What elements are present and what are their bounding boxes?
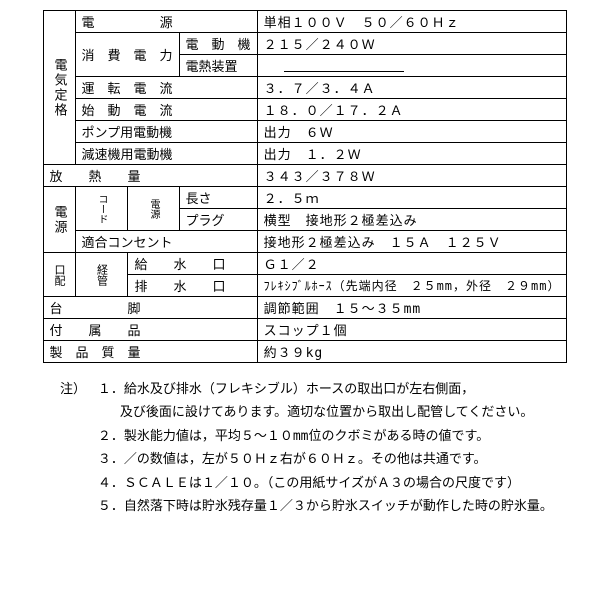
note-3: ３．／の数値は，左が５０Ｈｚ右が６０Ｈｚ。その他は共通です。 (98, 448, 553, 471)
note-2: ２．製氷能力値は，平均５～１０mm位のクボミがある時の値です。 (98, 425, 553, 448)
cell-pipe-b: 経管 (75, 253, 128, 297)
cell-heater-label: 電熱装置 (179, 55, 257, 77)
cell-motor-val: ２１５／２４０Ｗ (257, 33, 567, 55)
cell-reducer-motor-val: 出力 １．２Ｗ (257, 143, 567, 165)
cell-water-in-val: Ｇ１／２ (257, 253, 567, 275)
cell-drain-label: 排 水 口 (128, 275, 257, 297)
cell-cord-a: コード (75, 187, 128, 231)
note-1b: 及び後面に設けてあります。適切な位置から取出し配管してください。 (120, 401, 553, 424)
cell-power-source-val: 単相１００Ｖ ５０／６０Ｈｚ (257, 11, 567, 33)
cell-outlet-val: 接地形２極差込み １５Ａ １２５Ｖ (257, 231, 567, 253)
cell-plug-val: 横型 接地形２極差込み (257, 209, 567, 231)
cell-accessory-val: スコップ１個 (257, 319, 567, 341)
cell-weight-val: 約３９kg (257, 341, 567, 363)
note-1a: １．給水及び排水（フレキシブル）ホースの取出口が左右側面， (98, 378, 553, 401)
cell-start-current-label: 始 動 電 流 (75, 99, 257, 121)
cell-length-label: 長さ (179, 187, 257, 209)
cell-power-source-label: 電 源 (75, 11, 257, 33)
note-4: ４．ＳＣＡＬＥは１／１０。（この用紙サイズがＡ３の場合の尺度です） (98, 472, 553, 495)
cell-outlet-label: 適合コンセント (75, 231, 257, 253)
cell-run-current-label: 運 転 電 流 (75, 77, 257, 99)
cell-weight-label: 製 品 質 量 (43, 341, 257, 363)
note-5: ５．自然落下時は貯氷残存量１／３から貯氷スイッチが動作した時の貯氷量。 (98, 495, 553, 518)
cell-pipe-a: 口配 (43, 253, 75, 297)
cell-run-current-val: ３．７／３．４Ａ (257, 77, 567, 99)
cell-heat-label: 放 熱 量 (43, 165, 257, 187)
cell-water-in-label: 給 水 口 (128, 253, 257, 275)
cell-start-current-val: １８．０／１７．２Ａ (257, 99, 567, 121)
notes-label: 注） (60, 378, 86, 401)
cell-accessory-label: 付 属 品 (43, 319, 257, 341)
cell-leg-val: 調節範囲 １５～３５mm (257, 297, 567, 319)
cell-elec-rating: 電気定格 (43, 11, 75, 165)
cell-drain-val: ﾌﾚｷｼﾌﾞﾙﾎｰｽ（先端内径 ２５mm，外径 ２９mm） (257, 275, 567, 297)
cell-leg-label: 台 脚 (43, 297, 257, 319)
cell-length-val: ２．５ｍ (257, 187, 567, 209)
notes-list: １．給水及び排水（フレキシブル）ホースの取出口が左右側面， 及び後面に設けてあり… (98, 378, 553, 518)
cell-reducer-motor-label: 減速機用電動機 (75, 143, 257, 165)
cell-pump-motor-label: ポンプ用電動機 (75, 121, 257, 143)
cell-power-consumption: 消 費 電 力 (75, 33, 179, 77)
cell-motor-label: 電 動 機 (179, 33, 257, 55)
cell-heat-val: ３４３／３７８Ｗ (257, 165, 567, 187)
spec-table: 電気定格 電 源 単相１００Ｖ ５０／６０Ｈｚ 消 費 電 力 電 動 機 ２１… (43, 10, 568, 363)
cell-cord-b: 電源 (128, 187, 179, 231)
cell-power-group: 電源 (43, 187, 75, 253)
cell-plug-label: プラグ (179, 209, 257, 231)
cell-pump-motor-val: 出力 ６Ｗ (257, 121, 567, 143)
cell-heater-val (257, 55, 567, 77)
notes-section: 注） １．給水及び排水（フレキシブル）ホースの取出口が左右側面， 及び後面に設け… (60, 378, 570, 518)
